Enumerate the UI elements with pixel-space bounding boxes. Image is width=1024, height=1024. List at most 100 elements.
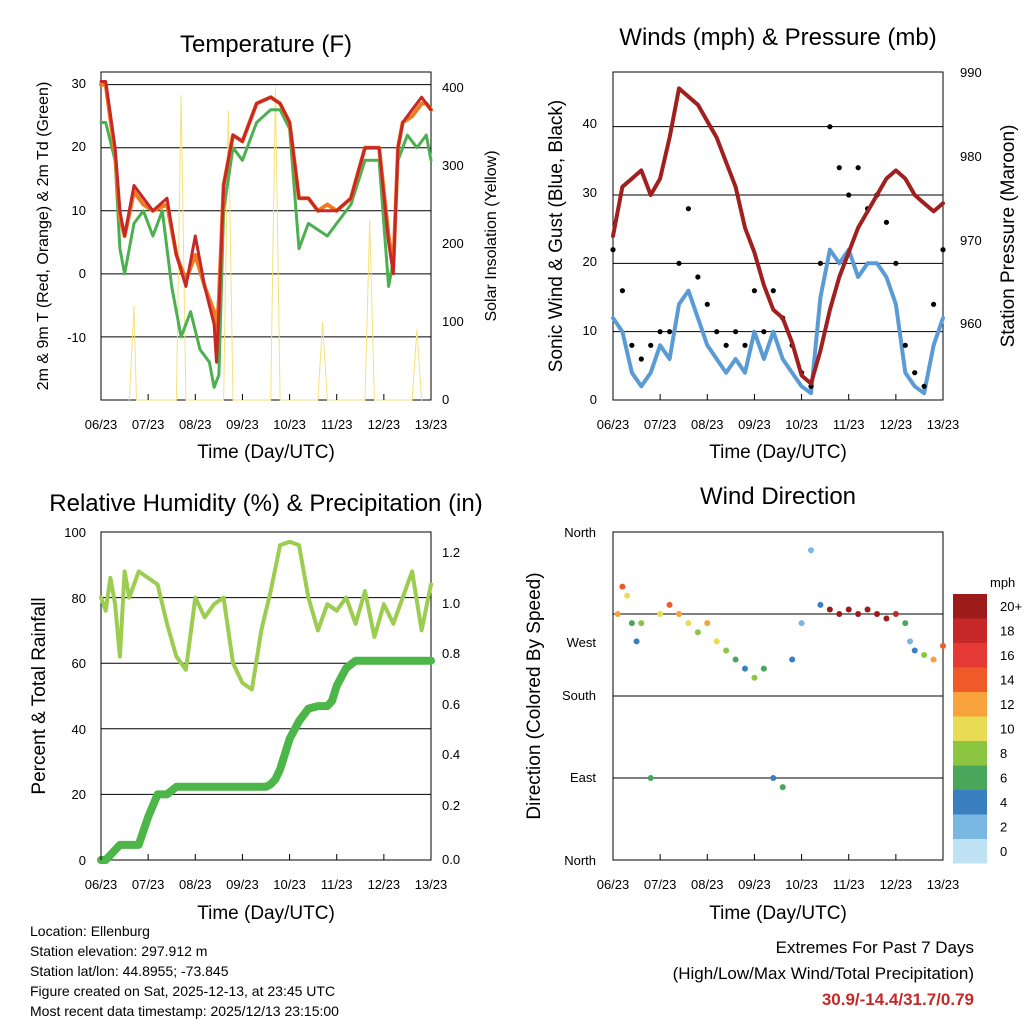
x-tick-label: 12/23 — [880, 877, 913, 892]
direction-point — [789, 656, 796, 663]
extremes-block: Extremes For Past 7 Days (High/Low/Max W… — [673, 935, 974, 1013]
gust-point — [817, 260, 824, 266]
station-pressure-line — [611, 86, 945, 386]
direction-point — [874, 611, 880, 617]
legend-label: 18 — [1000, 624, 1014, 639]
legend-label: 8 — [1000, 746, 1007, 761]
legend-label: 14 — [1000, 673, 1014, 688]
temp-2m-line — [99, 80, 433, 364]
direction-point — [930, 656, 937, 663]
legend-label: 4 — [1000, 795, 1007, 810]
temperature-x-ticks: 06/23 07/23 08/23 09/23 10/23 11/23 12/23 13/23 — [85, 394, 447, 432]
winds-left-tick: 40 — [583, 116, 597, 131]
legend-label: 2 — [1000, 820, 1007, 835]
direction-x-axis-label: Time (Day/UTC) — [709, 903, 847, 924]
winds-right-tick: 970 — [960, 233, 982, 248]
humidity-left-ticks: 100 80 60 40 20 0 — [64, 525, 86, 868]
x-tick-label: 08/23 — [179, 417, 212, 432]
x-tick-label: 10/23 — [273, 877, 306, 892]
direction-point — [921, 652, 928, 658]
humidity-right-tick: 0.8 — [442, 646, 460, 661]
x-tick-label: 13/23 — [927, 417, 960, 432]
gust-point — [714, 329, 720, 335]
x-tick-label: 09/23 — [738, 877, 771, 892]
relative-humidity-line — [99, 539, 433, 692]
gust-point — [846, 192, 852, 198]
temp-left-tick: -10 — [67, 330, 86, 345]
direction-point — [826, 606, 833, 613]
gust-point — [751, 288, 758, 294]
direction-point — [676, 611, 682, 617]
direction-point — [624, 592, 631, 599]
direction-point — [628, 620, 635, 627]
gust-point — [912, 370, 918, 376]
humidity-right-tick: 0.2 — [442, 798, 460, 813]
station-latlon: Station lat/lon: 44.8955; -73.845 — [30, 963, 229, 979]
legend-swatch — [953, 618, 987, 643]
direction-point — [798, 620, 805, 627]
winds-gridlines — [613, 126, 943, 333]
speed-color-legend: 20+ 18 16 14 12 10 8 6 4 2 0 — [953, 594, 1022, 864]
x-tick-label: 11/23 — [833, 417, 865, 432]
humidity-left-tick: 40 — [72, 722, 86, 737]
direction-scatter — [614, 547, 946, 791]
direction-point — [619, 583, 626, 590]
legend-swatch — [953, 594, 987, 619]
gust-point — [940, 247, 946, 253]
winds-left-axis-label: Sonic Wind & Gust (Blue, Black) — [546, 100, 567, 372]
direction-point — [732, 656, 739, 663]
humidity-left-tick: 100 — [64, 525, 86, 540]
winds-left-tick: 20 — [583, 254, 597, 269]
direction-point — [883, 615, 890, 622]
x-tick-label: 11/23 — [321, 877, 353, 892]
gust-point — [732, 329, 739, 335]
winds-x-axis-label: Time (Day/UTC) — [709, 442, 847, 463]
gust-point — [742, 342, 748, 348]
x-tick-label: 13/23 — [927, 877, 960, 892]
direction-title: Wind Direction — [700, 483, 856, 510]
humidity-right-tick: 1.2 — [442, 545, 460, 560]
x-tick-label: 10/23 — [785, 417, 818, 432]
humidity-right-ticks: 1.2 1.0 0.8 0.6 0.4 0.2 0.0 — [442, 545, 460, 867]
x-tick-label: 09/23 — [226, 417, 259, 432]
temp-right-tick: 400 — [442, 80, 464, 95]
gust-point — [921, 383, 927, 389]
x-tick-label: 12/23 — [368, 417, 401, 432]
x-tick-label: 07/23 — [132, 417, 165, 432]
direction-point — [647, 775, 654, 781]
extremes-values: 30.9/-14.4/31.7/0.79 — [821, 990, 974, 1009]
gust-point — [648, 342, 654, 348]
gust-point — [930, 301, 937, 307]
winds-left-tick: 0 — [590, 392, 597, 407]
total-rainfall-line — [97, 656, 435, 864]
humidity-plot-frame — [100, 531, 432, 861]
extremes-title: Extremes For Past 7 Days — [775, 938, 974, 957]
winds-left-ticks: 40 30 20 10 0 — [583, 116, 597, 407]
direction-tick-south: South — [562, 688, 596, 703]
gust-point — [855, 165, 861, 171]
winds-right-tick: 990 — [960, 65, 982, 80]
temperature-left-ticks: 30 20 10 0 -10 — [67, 76, 86, 345]
humidity-right-tick: 0.4 — [442, 747, 460, 762]
humidity-right-tick: 1.0 — [442, 596, 460, 611]
x-tick-label: 07/23 — [644, 877, 677, 892]
gust-point — [761, 329, 767, 335]
direction-gridlines — [613, 613, 943, 779]
direction-point — [779, 784, 786, 791]
gust-point — [657, 329, 663, 335]
legend-swatch — [953, 790, 987, 815]
gust-point — [836, 165, 842, 171]
temperature-plot-frame — [100, 71, 432, 401]
winds-right-tick: 980 — [960, 149, 982, 164]
direction-point — [902, 620, 909, 627]
x-tick-label: 08/23 — [691, 877, 724, 892]
legend-label: 10 — [1000, 722, 1014, 737]
winds-title: Winds (mph) & Pressure (mb) — [619, 24, 936, 51]
humidity-left-tick: 0 — [79, 853, 86, 868]
temperature-x-axis-label: Time (Day/UTC) — [197, 442, 335, 463]
direction-point — [864, 606, 871, 613]
gust-point — [638, 356, 644, 362]
humidity-right-tick: 0.0 — [442, 852, 460, 867]
x-tick-label: 06/23 — [597, 417, 630, 432]
winds-right-tick: 960 — [960, 316, 982, 331]
